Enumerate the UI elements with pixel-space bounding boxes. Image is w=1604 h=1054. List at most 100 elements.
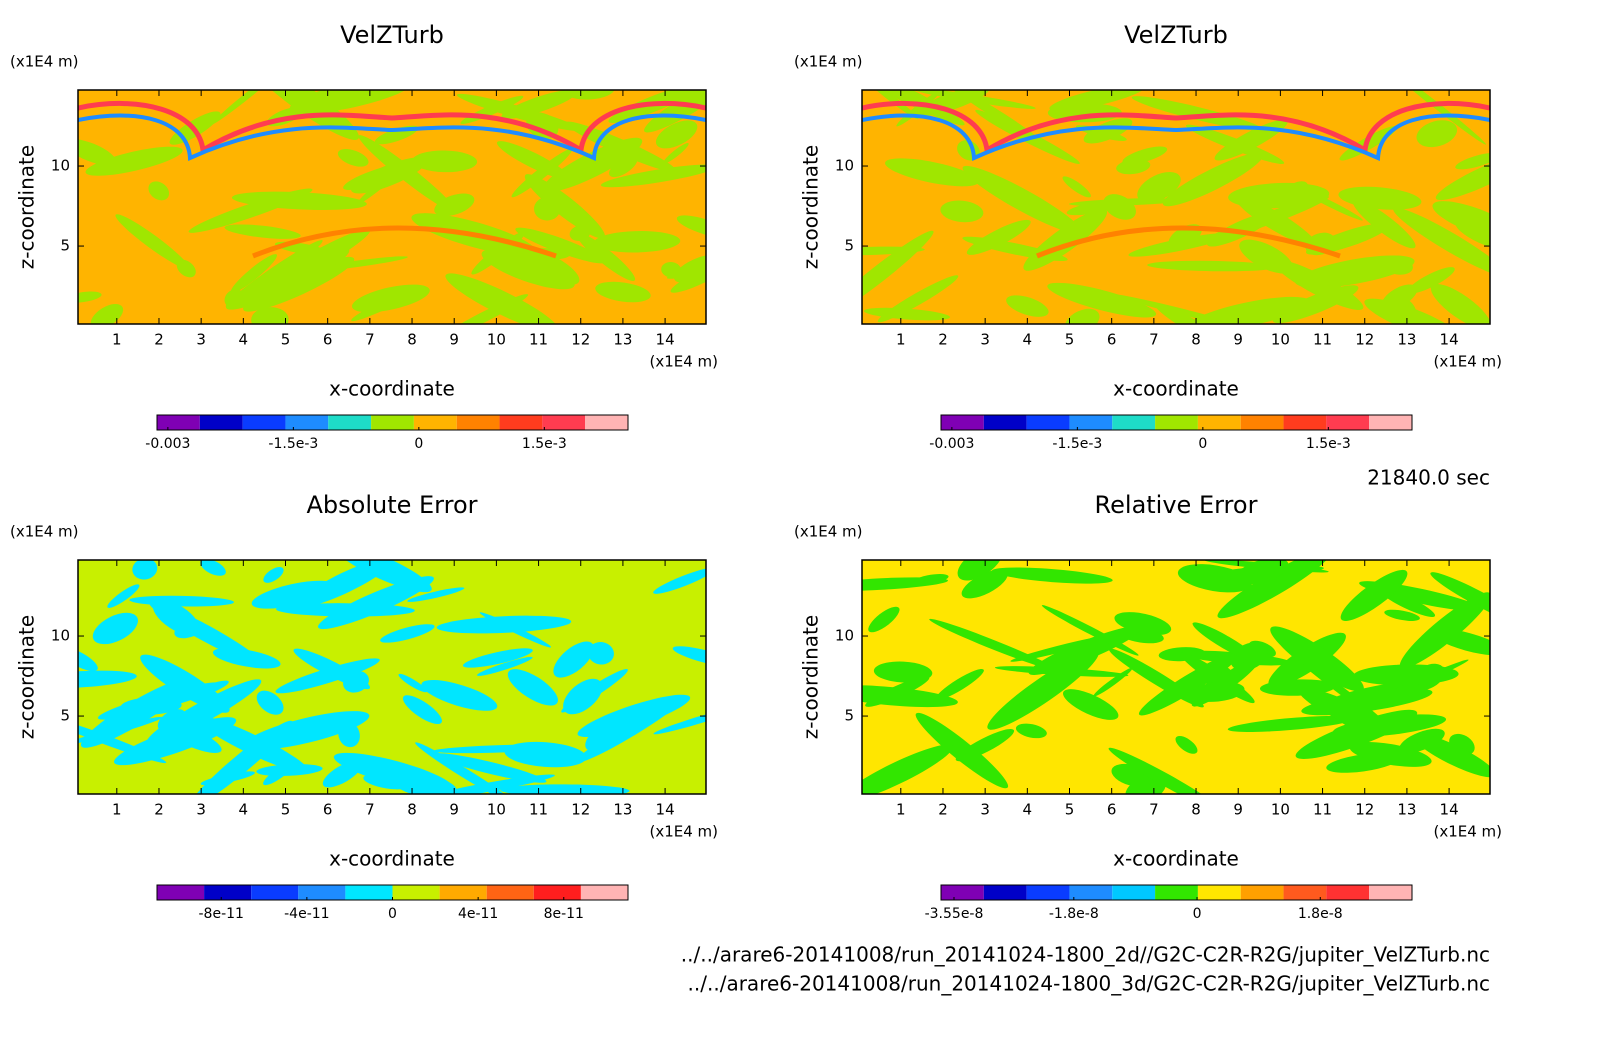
colorbar-box [1112, 885, 1156, 900]
field-blob [600, 164, 706, 188]
field-blob [1349, 742, 1432, 767]
y-tick-label: 5 [60, 237, 70, 255]
field-blob [358, 135, 457, 213]
plot-frame [861, 559, 1491, 795]
colorbar-tick-label: 0 [388, 906, 397, 922]
field-blob [511, 148, 573, 198]
field-blob [275, 603, 415, 617]
plot-frame [77, 559, 707, 795]
colorbar-box [1069, 415, 1113, 430]
field-blob [653, 567, 706, 594]
x-tick-label: 13 [613, 331, 632, 349]
field-blob [174, 620, 205, 639]
field-blob [412, 150, 478, 173]
colorbar-box [1026, 415, 1070, 430]
field-blob [1413, 733, 1490, 778]
colorbar-box [1283, 415, 1327, 430]
x-tick-label: 12 [1355, 331, 1374, 349]
x-tick-label: 4 [239, 801, 249, 819]
x-tick-label: 9 [1233, 801, 1243, 819]
field-blob [595, 281, 651, 303]
x-tick-label: 3 [196, 801, 206, 819]
colorbar-box [486, 885, 534, 900]
field-blob [225, 248, 350, 310]
x-tick-label: 13 [1397, 331, 1416, 349]
x-tick-label: 10 [487, 801, 506, 819]
x-tick-label: 1 [112, 801, 122, 819]
colorbar-box [983, 885, 1027, 900]
field-blob [92, 612, 139, 645]
colorbar-tick-label: 0 [1198, 436, 1207, 452]
colorbar-box [1026, 885, 1070, 900]
plot-frame [861, 89, 1491, 325]
field-blob [862, 246, 925, 256]
colorbar-tick-label: 1.8e-8 [1298, 906, 1343, 922]
colorbar-tick-label: -3.55e-8 [925, 906, 984, 922]
contour-field [78, 90, 706, 324]
field-blob [231, 191, 367, 210]
field-blob [256, 690, 284, 715]
y-unit: (x1E4 m) [10, 523, 79, 541]
x-axis-label: x-coordinate [329, 377, 455, 401]
x-tick-label: 4 [1023, 801, 1033, 819]
field-blob [1455, 152, 1490, 170]
x-unit: (x1E4 m) [1433, 353, 1502, 371]
y-tick-label: 5 [60, 707, 70, 725]
field-blob [263, 567, 284, 583]
colorbar-frame [156, 414, 629, 431]
field-band [862, 100, 1490, 155]
field-blob [230, 254, 277, 293]
field-blob [962, 165, 1083, 235]
x-tick-label: 1 [112, 331, 122, 349]
x-unit: (x1E4 m) [1433, 823, 1502, 841]
x-tick-label: 6 [323, 801, 333, 819]
field-blob [263, 763, 293, 786]
y-unit: (x1E4 m) [10, 53, 79, 71]
x-tick-label: 6 [1107, 331, 1117, 349]
field-blob [1066, 198, 1128, 216]
x-tick-label: 5 [1065, 801, 1075, 819]
contour-field [862, 560, 1490, 794]
x-tick-label: 5 [1065, 331, 1075, 349]
colorbar-box [1197, 415, 1241, 430]
field-blob [176, 259, 196, 278]
x-unit: (x1E4 m) [649, 823, 718, 841]
field-blob [661, 262, 682, 278]
colorbar-box [392, 885, 440, 900]
field-blob [433, 744, 567, 754]
colorbar-tick-label: 1.5e-3 [522, 436, 567, 452]
field-blob [211, 90, 289, 125]
field-blob [1190, 681, 1245, 702]
field-blob [1122, 146, 1168, 165]
colorbar-box [204, 885, 252, 900]
field-blob [593, 231, 681, 253]
colorbar-box [580, 885, 628, 900]
field-blob [90, 303, 124, 324]
colorbar-box [1240, 415, 1284, 430]
field-blob [1041, 605, 1139, 656]
field-blob [456, 93, 582, 132]
x-tick-label: 8 [407, 801, 417, 819]
x-tick-label: 8 [1191, 801, 1201, 819]
x-tick-label: 6 [323, 331, 333, 349]
contour-field [78, 560, 706, 794]
colorbar-box [251, 885, 299, 900]
field-band [252, 225, 557, 259]
field-band [78, 113, 706, 162]
field-blob [653, 705, 706, 735]
x-tick-label: 2 [938, 801, 948, 819]
field-blob [1131, 96, 1264, 131]
field-blob [200, 560, 226, 576]
field-blob [1272, 285, 1359, 324]
field-blob [1175, 735, 1198, 754]
field-blob [85, 146, 183, 176]
field-blob [940, 200, 984, 223]
x-tick-label: 9 [449, 331, 459, 349]
field-blob [289, 90, 415, 114]
x-tick-label: 8 [407, 331, 417, 349]
x-tick-label: 14 [1440, 331, 1459, 349]
field-blob [961, 569, 1008, 599]
field-blob [297, 560, 394, 608]
colorbar-box [1326, 415, 1370, 430]
field-blob [333, 752, 453, 792]
